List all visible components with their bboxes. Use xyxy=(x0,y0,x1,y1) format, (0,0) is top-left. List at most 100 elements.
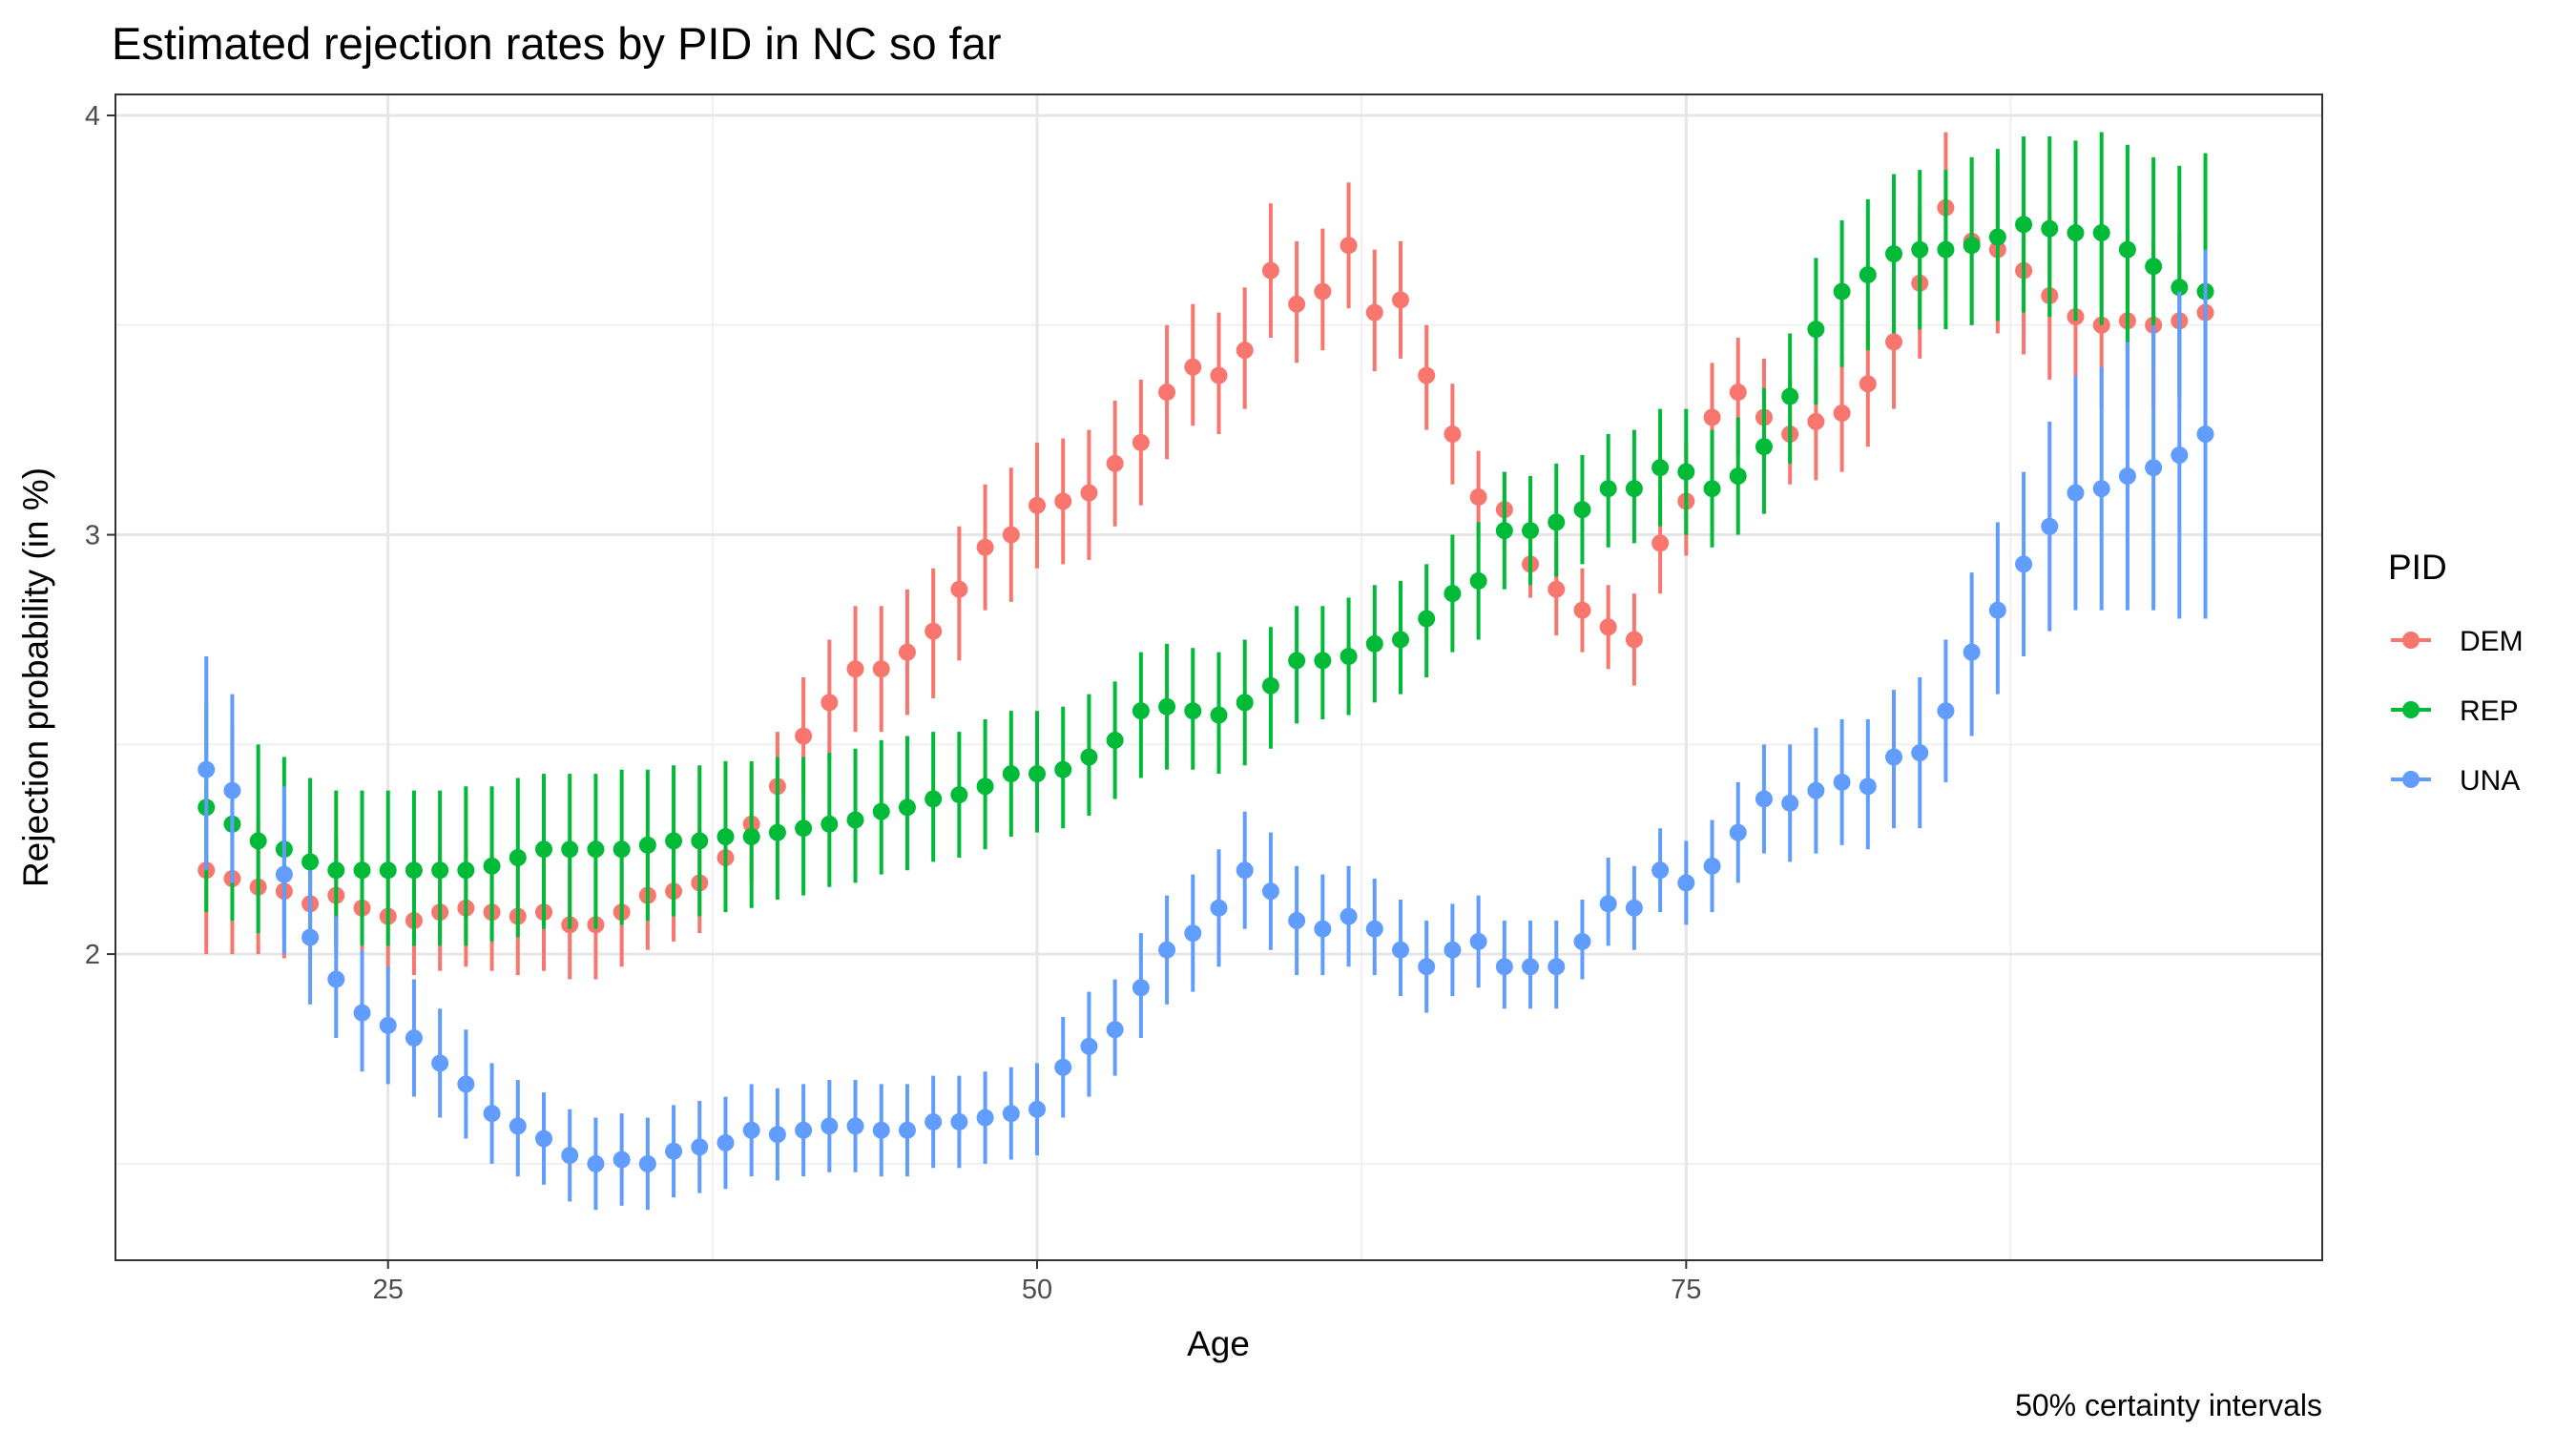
data-point xyxy=(2015,216,2033,234)
data-point xyxy=(1573,601,1591,619)
data-point xyxy=(1729,384,1747,402)
data-point xyxy=(924,622,943,640)
x-tick-label: 75 xyxy=(1671,1275,1701,1305)
data-point xyxy=(1937,702,1955,720)
data-point xyxy=(1418,366,1436,384)
data-point xyxy=(950,786,968,804)
data-point xyxy=(1080,1037,1098,1055)
legend: PID DEM REP UNA xyxy=(2388,548,2524,797)
data-point xyxy=(379,861,397,880)
data-point xyxy=(327,970,345,988)
data-point xyxy=(1937,240,1955,259)
data-point xyxy=(691,832,709,850)
data-point xyxy=(249,832,267,850)
data-point xyxy=(1599,480,1617,498)
data-point xyxy=(1703,480,1721,498)
data-point xyxy=(950,1112,968,1130)
data-point xyxy=(1652,861,1670,880)
data-point xyxy=(2015,555,2033,573)
data-point xyxy=(587,840,605,859)
data-point xyxy=(1391,291,1409,309)
data-point xyxy=(1106,454,1124,472)
data-point xyxy=(1184,924,1202,943)
data-point xyxy=(898,1121,916,1139)
data-point xyxy=(1236,861,1254,880)
data-point xyxy=(301,853,320,871)
data-point xyxy=(795,727,813,745)
data-point xyxy=(2118,240,2136,259)
x-tick-label: 50 xyxy=(1022,1275,1052,1305)
data-point xyxy=(1755,438,1773,456)
data-point xyxy=(742,1121,760,1139)
chart-marks xyxy=(197,132,2214,1211)
data-point xyxy=(1548,958,1566,976)
data-point xyxy=(846,660,864,678)
data-point xyxy=(1314,920,1332,938)
data-point xyxy=(1184,702,1202,720)
data-point xyxy=(1028,496,1047,514)
data-point xyxy=(1548,580,1566,598)
data-point xyxy=(405,1029,423,1047)
data-point xyxy=(1988,228,2006,246)
data-point xyxy=(1054,492,1072,510)
data-point xyxy=(301,928,320,946)
data-point xyxy=(1261,676,1279,695)
data-point xyxy=(353,1004,371,1022)
data-point xyxy=(1911,240,1929,259)
data-point xyxy=(1132,979,1150,997)
data-point xyxy=(327,861,345,880)
data-point xyxy=(924,790,943,808)
legend-label: REP xyxy=(2460,695,2519,727)
data-point xyxy=(2067,224,2085,242)
data-point xyxy=(1210,366,1228,384)
data-point xyxy=(768,1126,786,1144)
data-point xyxy=(1002,765,1020,783)
data-point xyxy=(1261,261,1279,280)
data-point xyxy=(1963,237,1981,255)
legend-key-point xyxy=(2402,771,2420,788)
data-point xyxy=(976,538,994,556)
data-point xyxy=(1210,706,1228,724)
data-point xyxy=(1054,760,1072,778)
data-point xyxy=(483,857,501,875)
data-point xyxy=(898,643,916,661)
data-point xyxy=(1184,358,1202,376)
data-point xyxy=(1236,694,1254,712)
data-point xyxy=(924,1112,943,1130)
data-point xyxy=(1677,463,1695,481)
data-point xyxy=(1340,237,1358,255)
data-point xyxy=(431,861,449,880)
data-point xyxy=(976,778,994,796)
data-point xyxy=(1495,522,1513,540)
data-point xyxy=(1288,911,1306,929)
data-point xyxy=(821,1117,839,1135)
series-rep xyxy=(197,132,2214,946)
data-point xyxy=(587,1154,605,1172)
data-point xyxy=(353,861,371,880)
data-point xyxy=(1340,648,1358,666)
data-point xyxy=(1002,526,1020,544)
data-point xyxy=(2092,224,2110,242)
data-point xyxy=(431,1054,449,1072)
legend-key-point xyxy=(2402,701,2420,718)
data-point xyxy=(1261,882,1279,901)
data-point xyxy=(846,811,864,829)
data-point xyxy=(821,694,839,712)
data-point xyxy=(665,1142,683,1160)
legend-label: UNA xyxy=(2460,765,2520,797)
data-point xyxy=(613,840,631,859)
data-point xyxy=(1288,652,1306,670)
data-point xyxy=(1833,773,1851,791)
data-point xyxy=(1548,513,1566,531)
data-point xyxy=(1781,387,1799,405)
data-point xyxy=(1106,1021,1124,1039)
data-point xyxy=(872,660,890,678)
data-point xyxy=(2145,459,2163,477)
data-point xyxy=(846,1117,864,1135)
data-point xyxy=(405,861,423,880)
data-point xyxy=(1573,932,1591,950)
data-point xyxy=(976,1109,994,1127)
data-point xyxy=(275,865,293,883)
data-point xyxy=(821,815,839,833)
data-point xyxy=(1236,342,1254,360)
